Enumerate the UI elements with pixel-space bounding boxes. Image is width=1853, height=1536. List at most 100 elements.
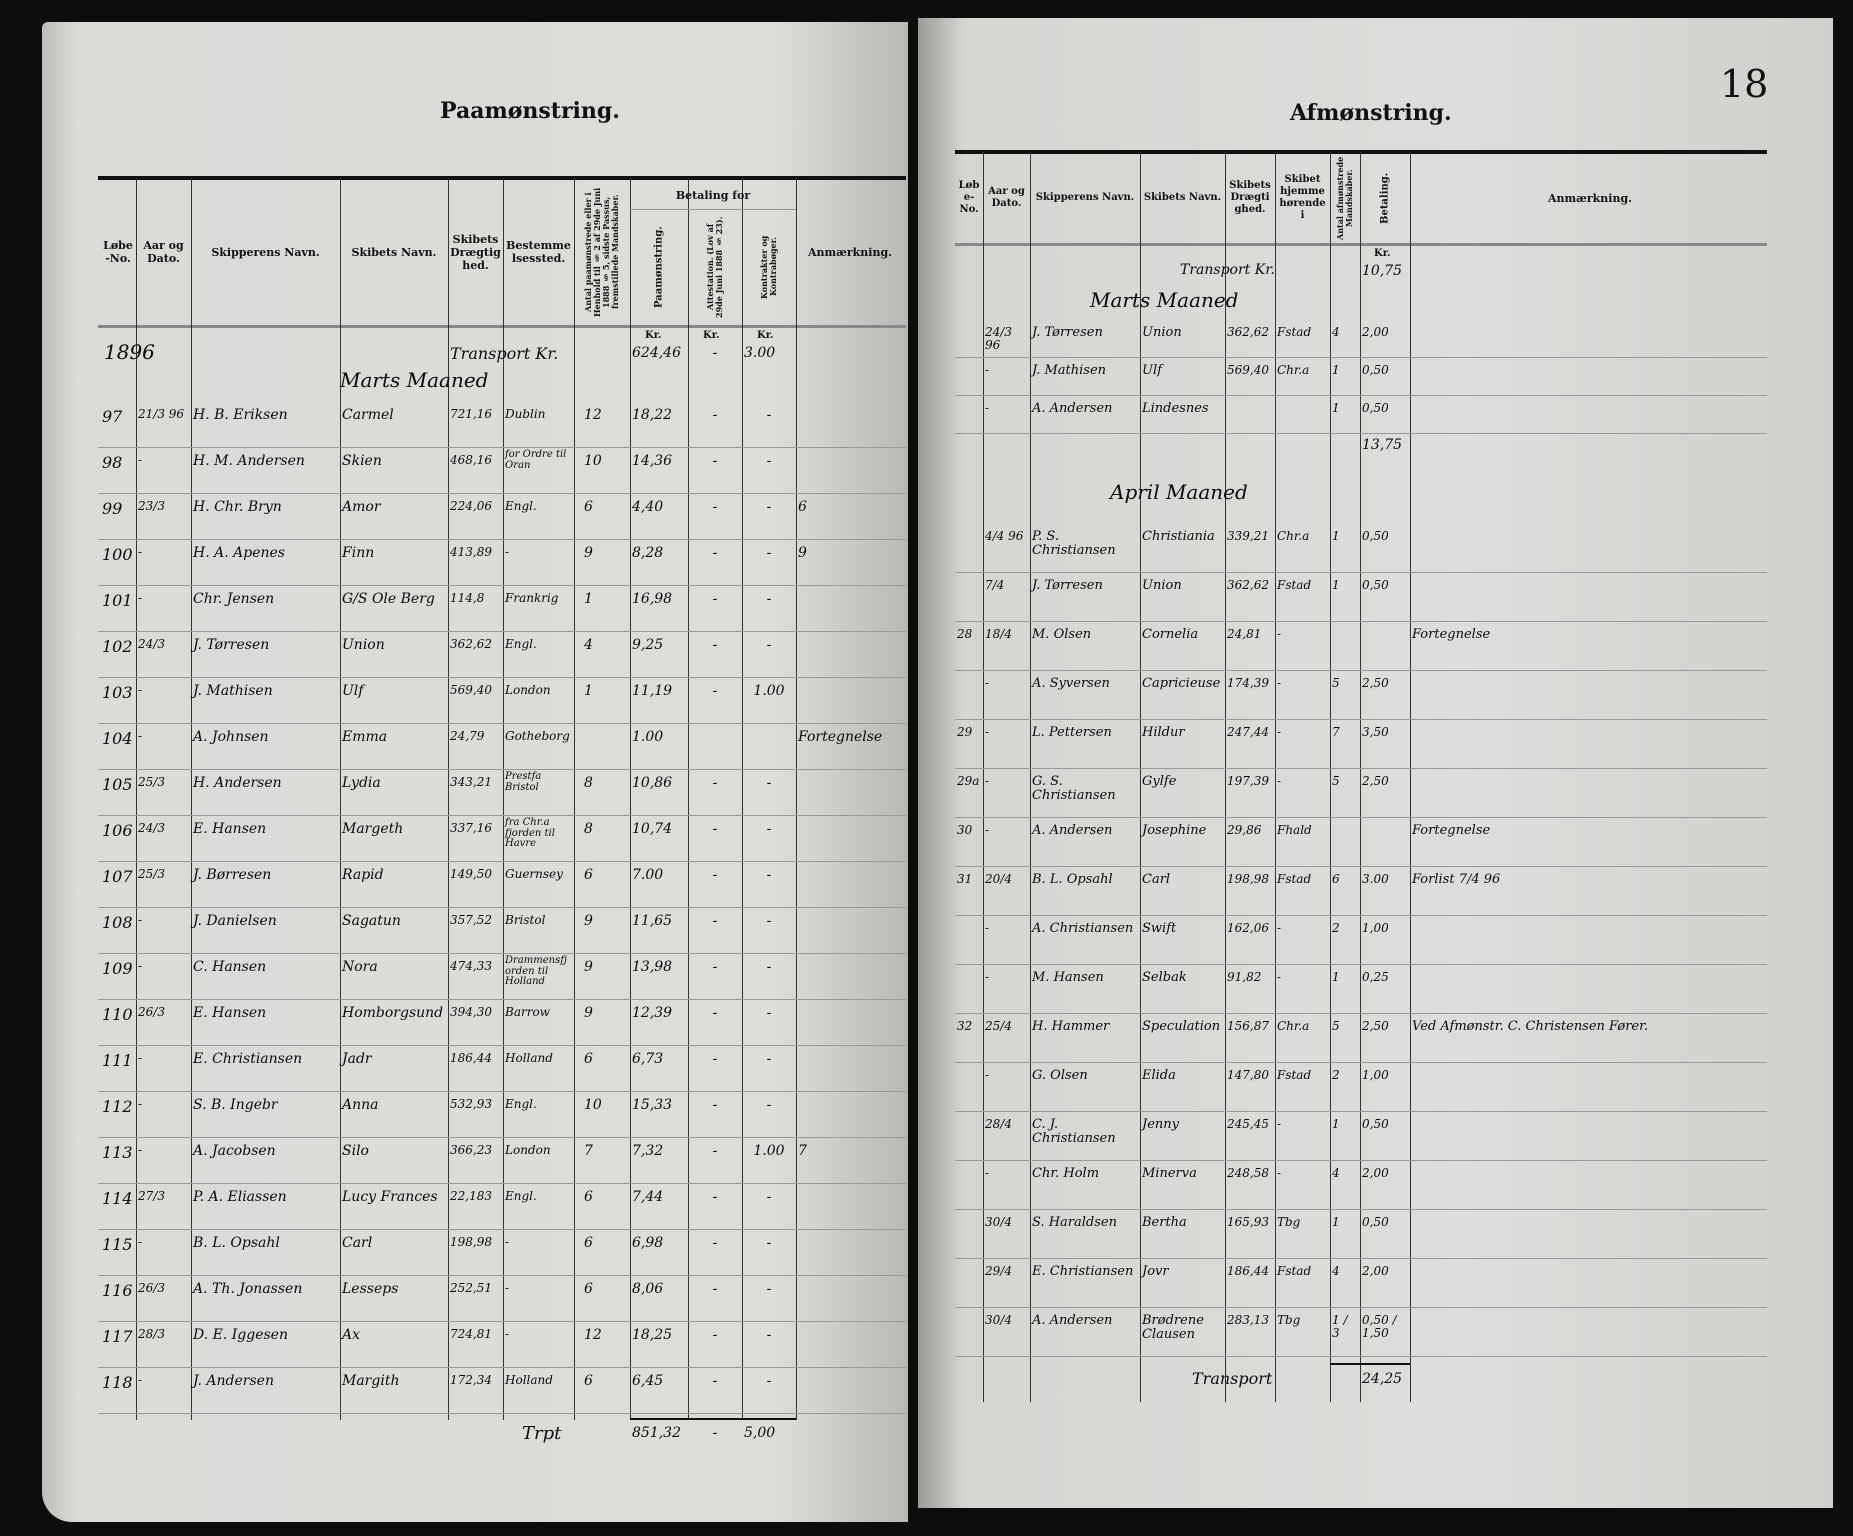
row-rule [98, 953, 906, 954]
row-118-muster: 6,45 [632, 1373, 664, 1389]
row-107-crew: 6 [584, 867, 593, 883]
transport-amount: 10,75 [1362, 263, 1403, 279]
april-row-3-date: - [985, 676, 990, 690]
march-row-0-home: Fstad [1277, 325, 1312, 339]
april-row-16-ship: Brødrene Clausen [1142, 1313, 1204, 1342]
april-row-9-ship: Selbak [1142, 970, 1187, 985]
row-113-ship: Silo [342, 1143, 369, 1159]
row-107-no: 107 [102, 867, 133, 886]
column-header-remarks: Anmærkning. [807, 245, 892, 259]
row-117-tonnage: 724,81 [450, 1327, 492, 1341]
column-rule [983, 152, 984, 1402]
april-row-13-date: - [985, 1166, 990, 1180]
transport-muster: 624,46 [632, 345, 681, 361]
row-101-no: 101 [102, 591, 133, 610]
row-105-muster: 10,86 [632, 775, 673, 791]
column-rule [796, 178, 797, 1420]
row-rule [955, 1307, 1767, 1308]
april-row-11-skipper: G. Olsen [1032, 1068, 1088, 1083]
row-115-date: - [138, 1235, 143, 1249]
row-97-attest: - [712, 407, 718, 423]
march-row-2-pay: 0,50 [1362, 401, 1389, 415]
row-100-no: 100 [102, 545, 133, 564]
row-97-skipper: H. B. Eriksen [193, 407, 288, 423]
row-111-contract: - [766, 1051, 772, 1067]
row-103-ship: Ulf [342, 683, 364, 699]
april-row-13-tonnage: 248,58 [1227, 1166, 1269, 1180]
row-115-tonnage: 198,98 [450, 1235, 492, 1249]
row-99-date: 23/3 [138, 499, 165, 513]
row-rule [98, 585, 906, 586]
april-row-2-no: 28 [957, 627, 973, 641]
row-112-dest: Engl. [505, 1097, 537, 1111]
row-109-date: - [138, 959, 143, 973]
header-bottom-rule [98, 325, 906, 328]
row-110-ship: Homborgsund [342, 1005, 444, 1021]
row-114-muster: 7,44 [632, 1189, 664, 1205]
row-108-muster: 11,65 [632, 913, 673, 929]
row-112-date: - [138, 1097, 143, 1111]
row-112-attest: - [712, 1097, 718, 1113]
april-row-4-pay: 3,50 [1362, 725, 1389, 739]
row-rule [955, 915, 1767, 916]
row-99-muster: 4,40 [632, 499, 664, 515]
transport-contract: 3.00 [744, 345, 776, 361]
row-rule [98, 1091, 906, 1092]
april-row-11-home: Fstad [1277, 1068, 1312, 1082]
april-row-15-ship: Jovr [1142, 1264, 1169, 1279]
row-rule [955, 621, 1767, 622]
row-118-skipper: J. Andersen [193, 1373, 274, 1389]
row-113-contract: 1.00 [753, 1143, 785, 1159]
row-103-attest: - [712, 683, 718, 699]
row-105-dest: Prestfa Bristol [505, 771, 542, 793]
column-header-payment-group: Betaling for [675, 188, 751, 202]
row-111-crew: 6 [584, 1051, 593, 1067]
april-row-14-crew: 1 [1332, 1215, 1340, 1229]
row-98-dest: for Ordre til Oran [505, 449, 567, 471]
april-row-16-tonnage: 283,13 [1227, 1313, 1269, 1327]
row-109-attest: - [712, 959, 718, 975]
transport-label: Transport Kr. [1180, 262, 1275, 278]
april-row-7-no: 31 [957, 872, 973, 886]
row-108-contract: - [766, 913, 772, 929]
march-row-2-date: - [985, 401, 990, 415]
april-row-6-ship: Josephine [1142, 823, 1207, 838]
column-rule [630, 178, 631, 1420]
row-99-ship: Amor [342, 499, 381, 515]
row-rule [98, 631, 906, 632]
row-104-remark: Fortegnelse [798, 729, 883, 745]
april-row-9-pay: 0,25 [1362, 970, 1389, 984]
column-rule [688, 178, 689, 1420]
row-102-attest: - [712, 637, 718, 653]
april-row-7-remark: Forlist 7/4 96 [1412, 872, 1501, 887]
column-header-tonnage: Skibets Drægtighed. [450, 232, 501, 272]
row-rule [955, 395, 1767, 396]
row-rule [955, 572, 1767, 573]
april-row-7-ship: Carl [1142, 872, 1171, 887]
april-row-11-date: - [985, 1068, 990, 1082]
april-row-10-pay: 2,50 [1362, 1019, 1389, 1033]
row-116-tonnage: 252,51 [450, 1281, 492, 1295]
row-103-dest: London [505, 683, 551, 697]
april-row-1-tonnage: 362,62 [1227, 578, 1269, 592]
row-rule [98, 1137, 906, 1138]
row-103-date: - [138, 683, 143, 697]
row-109-no: 109 [102, 959, 133, 978]
april-row-14-tonnage: 165,93 [1227, 1215, 1269, 1229]
payment-group-rule [630, 209, 796, 210]
row-rule [98, 999, 906, 1000]
row-rule [955, 1160, 1767, 1161]
column-rule [191, 178, 192, 1420]
april-row-3-home: - [1277, 676, 1282, 690]
april-row-10-tonnage: 156,87 [1227, 1019, 1269, 1033]
row-118-tonnage: 172,34 [450, 1373, 492, 1387]
row-105-crew: 8 [584, 775, 593, 791]
row-rule [955, 1111, 1767, 1112]
total-amount: 24,25 [1362, 1371, 1403, 1387]
row-107-skipper: J. Børresen [193, 867, 272, 883]
row-102-contract: - [766, 637, 772, 653]
march-row-1-ship: Ulf [1142, 363, 1162, 378]
april-row-1-home: Fstad [1277, 578, 1312, 592]
row-108-skipper: J. Danielsen [193, 913, 277, 929]
row-101-contract: - [766, 591, 772, 607]
